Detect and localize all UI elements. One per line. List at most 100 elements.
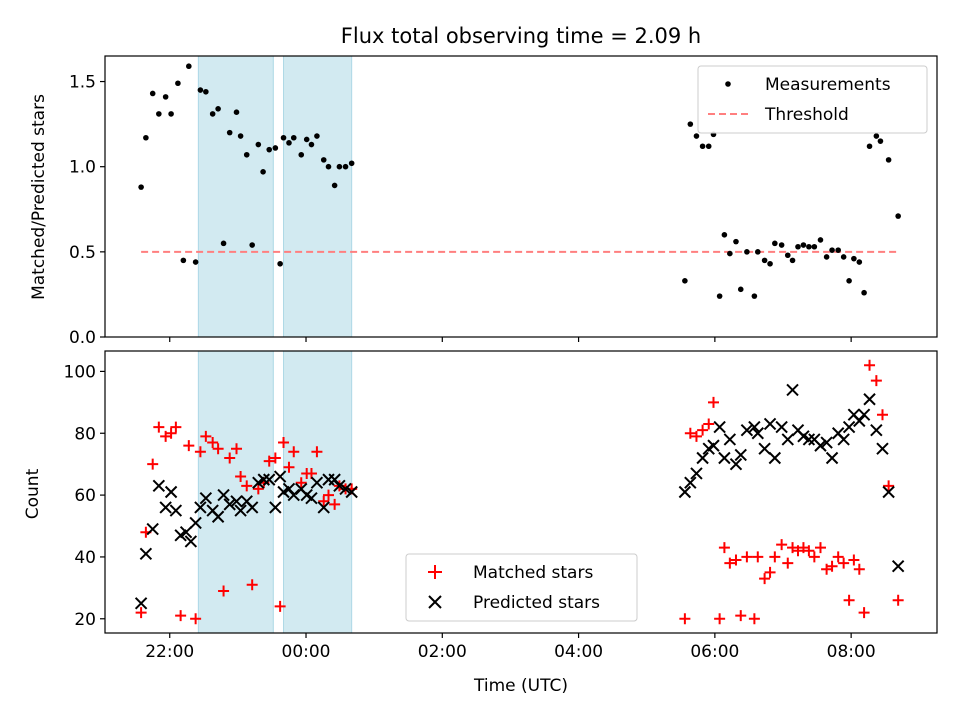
matched-star-point xyxy=(838,557,850,569)
predicted-star-point xyxy=(273,470,287,483)
predicted-star-point xyxy=(230,495,243,508)
matched-star-point xyxy=(190,613,202,625)
chart-title: Flux total observing time = 2.09 h xyxy=(341,24,701,48)
matched-star-point xyxy=(170,421,182,433)
measurement-point xyxy=(817,237,824,243)
measurement-point xyxy=(778,242,785,248)
measurement-point xyxy=(325,163,332,170)
matched-star-point xyxy=(218,585,230,597)
matched-star-point xyxy=(684,427,696,439)
top-panel: 0.0 0.5 1.0 1.5 xyxy=(69,55,938,348)
measurement-point xyxy=(149,90,156,97)
matched-star-point xyxy=(231,443,243,455)
measurement-point xyxy=(348,160,355,167)
matched-star-point xyxy=(730,554,742,566)
measurement-point xyxy=(162,94,169,100)
measurement-point xyxy=(846,278,852,284)
measurement-point xyxy=(308,141,315,148)
measurement-point xyxy=(303,136,310,143)
predicted-star-point xyxy=(317,501,330,514)
bottom-shaded-span xyxy=(283,350,353,634)
predicted-star-point xyxy=(333,479,346,493)
matched-star-point xyxy=(764,566,776,578)
measurement-point xyxy=(314,133,320,139)
matched-star-point xyxy=(864,359,876,371)
predicted-star-point xyxy=(837,433,850,446)
measurement-point xyxy=(138,184,144,190)
predicted-star-point xyxy=(876,442,889,455)
measurement-point xyxy=(175,80,181,87)
measurement-point xyxy=(866,143,873,150)
predicted-star-point xyxy=(305,491,318,505)
predicted-star-point xyxy=(211,510,225,523)
predicted-star-point xyxy=(748,420,761,434)
matched-star-point xyxy=(748,613,760,625)
measurement-point xyxy=(823,254,830,260)
matched-star-point xyxy=(165,427,177,439)
predicted-star-point xyxy=(775,420,788,434)
predicted-star-point xyxy=(134,597,148,610)
predicted-star-point xyxy=(718,451,731,465)
matched-star-point xyxy=(147,458,159,470)
matched-star-point xyxy=(883,480,895,492)
top-shaded-span xyxy=(283,55,353,338)
bottom-y-tick-label: 100 xyxy=(64,362,96,382)
matched-star-point xyxy=(224,452,236,464)
measurement-point xyxy=(861,289,867,296)
matched-star-point xyxy=(769,551,781,563)
measurement-point xyxy=(197,87,204,93)
matched-star-point xyxy=(808,551,820,563)
bottom-y-tick-label: 80 xyxy=(74,424,96,444)
measurement-point xyxy=(761,257,768,264)
predicted-star-point xyxy=(842,420,856,434)
predicted-star-point xyxy=(345,485,358,499)
matched-star-point xyxy=(153,421,165,433)
matched-star-point xyxy=(892,594,904,606)
measurement-point xyxy=(754,249,761,255)
x-tick-label: 02:00 xyxy=(418,642,467,662)
predicted-star-point xyxy=(263,473,276,486)
top-y-axis-label: Matched/Predicted stars xyxy=(29,94,49,300)
legend-measurements-marker xyxy=(725,81,731,87)
predicted-star-point xyxy=(758,442,771,455)
bottom-panel: 20 40 60 80 100 22:00 00:00 02:00 04:00 06:00 08:0… xyxy=(64,350,938,662)
predicted-star-point xyxy=(707,439,720,452)
predicted-star-point xyxy=(199,491,213,505)
predicted-star-point xyxy=(814,439,827,452)
predicted-star-point xyxy=(269,501,282,514)
predicted-star-point xyxy=(257,473,270,486)
predicted-star-point xyxy=(825,451,839,465)
measurement-point xyxy=(829,247,835,253)
measurement-point xyxy=(721,232,728,238)
legend-matched-marker xyxy=(428,565,442,579)
predicted-star-point xyxy=(853,414,866,428)
matched-star-point xyxy=(690,430,702,442)
matched-star-point xyxy=(814,542,826,554)
predicted-star-point xyxy=(189,516,202,530)
predicted-star-point xyxy=(146,522,159,536)
matched-star-point xyxy=(843,594,855,606)
measurement-point xyxy=(180,257,187,264)
matched-star-point xyxy=(703,418,715,430)
matched-star-point xyxy=(263,455,275,467)
top-y-tick-label: 1.0 xyxy=(69,158,96,178)
matched-star-point xyxy=(832,551,844,563)
matched-star-point xyxy=(870,375,882,387)
bottom-axes-frame xyxy=(104,350,938,634)
predicted-star-point xyxy=(217,488,230,502)
matched-star-point xyxy=(707,396,719,408)
matched-star-point xyxy=(274,600,286,612)
x-tick-label: 22:00 xyxy=(145,642,194,662)
bottom-legend-box xyxy=(405,553,638,622)
predicted-star-point xyxy=(339,482,352,496)
measurement-point xyxy=(298,151,305,158)
matched-star-point xyxy=(724,557,736,569)
predicted-star-point xyxy=(713,420,726,434)
matched-star-point xyxy=(323,489,335,501)
matched-star-point xyxy=(269,452,281,464)
measurement-point xyxy=(851,255,857,262)
measurement-point xyxy=(835,247,841,253)
matched-star-point xyxy=(735,610,747,622)
predicted-star-point xyxy=(751,427,764,440)
predicted-star-point xyxy=(169,504,183,517)
